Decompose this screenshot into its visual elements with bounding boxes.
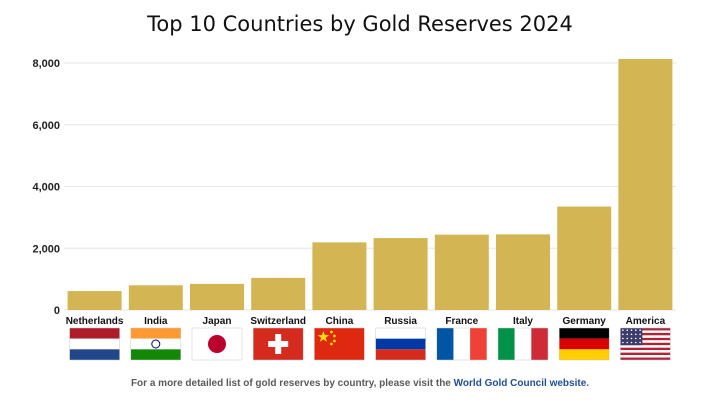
- x-tick-label: China: [326, 316, 354, 327]
- france-flag: [436, 327, 488, 361]
- america-flag: [620, 327, 671, 361]
- switzerland-flag: [252, 327, 304, 361]
- y-tick-label: 0: [54, 305, 60, 317]
- netherlands-flag: [69, 327, 120, 361]
- x-tick-label: Netherlands: [66, 316, 124, 327]
- x-tick-label: Japan: [203, 316, 232, 327]
- india-flag: [130, 327, 182, 361]
- x-tick-label: America: [626, 316, 666, 327]
- germany-flag: [558, 327, 610, 361]
- x-tick-label: India: [144, 316, 168, 327]
- x-tick-label: Germany: [563, 316, 607, 327]
- x-tick-label: Italy: [513, 316, 533, 327]
- bar-switzerland: [251, 277, 306, 310]
- y-tick-label: 4,000: [32, 182, 60, 194]
- bar-italy: [496, 234, 550, 310]
- chart-title: Top 10 Countries by Gold Reserves 2024: [147, 12, 573, 36]
- bar-france: [434, 234, 489, 310]
- bar-america: [618, 58, 673, 310]
- bar-germany: [557, 206, 612, 310]
- footnote-text: For a more detailed list of gold reserve…: [130, 378, 454, 389]
- bar-chart: 0 2,000 4,000 6,000 8,000 Netherlands India Jap…: [32, 58, 676, 361]
- world-gold-council-link[interactable]: World Gold Council website: [453, 378, 587, 389]
- bar-china: [312, 242, 367, 310]
- bar-japan: [190, 283, 244, 310]
- y-tick-label: 8,000: [32, 58, 60, 70]
- bar-netherlands: [67, 291, 122, 310]
- footnote: For a more detailed list of gold reserve…: [0, 378, 720, 389]
- japan-flag: [191, 327, 243, 361]
- china-flag: [314, 327, 365, 361]
- x-tick-label: Russia: [384, 316, 417, 327]
- footnote-end: .: [586, 378, 590, 389]
- russia-flag: [375, 327, 426, 361]
- x-tick-label: Switzerland: [250, 316, 306, 327]
- y-tick-label: 2,000: [32, 243, 60, 255]
- bar-russia: [373, 238, 428, 310]
- x-tick-label: France: [445, 316, 478, 327]
- bar-india: [128, 285, 183, 310]
- y-tick-label: 6,000: [32, 120, 60, 132]
- italy-flag: [497, 327, 549, 361]
